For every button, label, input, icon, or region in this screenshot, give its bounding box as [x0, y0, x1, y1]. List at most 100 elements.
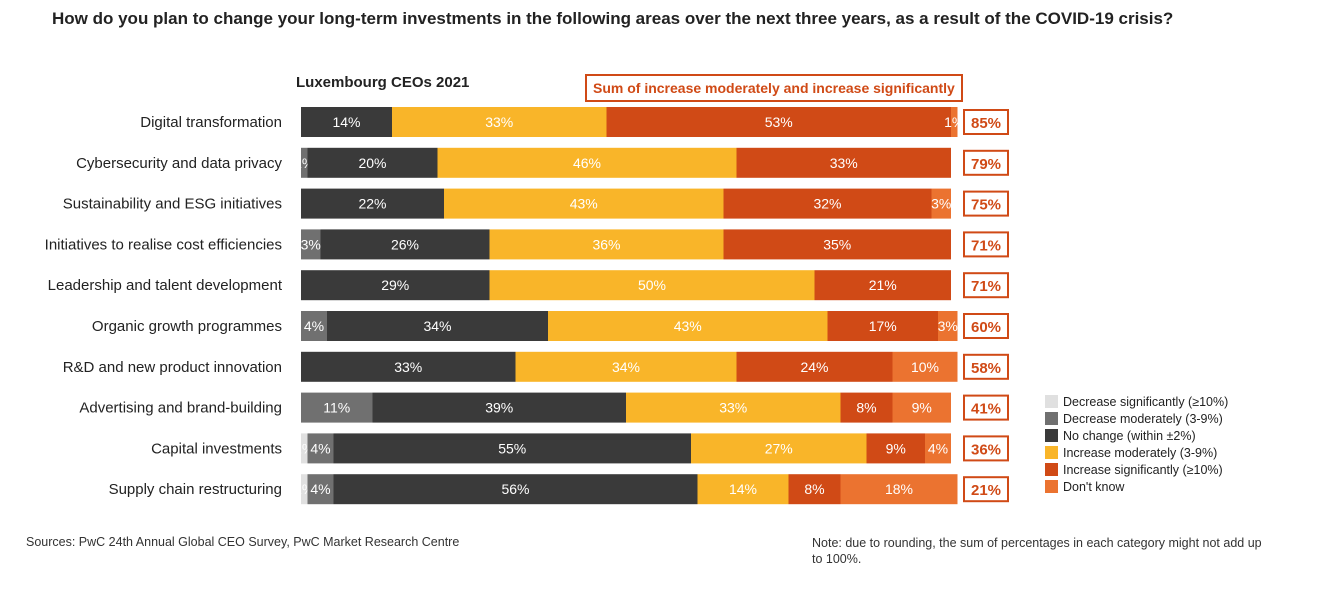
bar-segment [301, 433, 308, 464]
bar-value-label: 33% [830, 155, 858, 171]
bar-value-label: 35% [823, 236, 851, 252]
bar-value-label: 4% [928, 440, 948, 456]
sum-label: 71% [971, 278, 1001, 295]
legend-item: Don't know [1045, 478, 1228, 495]
category-label: Leadership and talent development [48, 277, 283, 294]
bar-segment [301, 392, 373, 423]
bar-segment [606, 107, 951, 137]
bar-segment [827, 311, 938, 341]
bar-segment [892, 351, 958, 382]
bar-value-label: 14% [729, 481, 757, 497]
bar-segment [307, 147, 438, 178]
bar-value-label: 33% [485, 114, 513, 130]
bar-segment [788, 474, 841, 505]
bar-value-label: 17% [869, 318, 897, 334]
sum-label: 60% [971, 319, 1001, 336]
legend-label: Don't know [1063, 479, 1125, 494]
sum-box [963, 109, 1009, 135]
sum-label: 21% [971, 482, 1001, 499]
bar-value-label: 10% [911, 359, 939, 375]
bar-value-label: 56% [501, 481, 529, 497]
bar-segment [691, 433, 867, 464]
sum-box [963, 394, 1009, 421]
bar-value-label: 4% [310, 481, 330, 497]
legend-item: Decrease significantly (≥10%) [1045, 393, 1228, 410]
bar-value-label: 33% [719, 400, 747, 416]
bar-segment [320, 229, 490, 260]
bar-segment [723, 188, 932, 219]
chart-title: How do you plan to change your long-term… [52, 9, 1174, 28]
bar-segment [301, 229, 321, 260]
legend-label: Decrease moderately (3-9%) [1063, 411, 1223, 426]
bar-value-label: 18% [885, 481, 913, 497]
bar-segment [840, 474, 958, 505]
bar-segment [931, 188, 951, 219]
bar-segment [951, 107, 958, 137]
bar-value-label: 3% [938, 318, 958, 334]
sum-label: 79% [971, 156, 1001, 173]
bar-value-label: 9% [886, 440, 906, 456]
sum-box [963, 313, 1009, 339]
legend-swatch [1045, 395, 1058, 408]
bar-value-label: 33% [394, 359, 422, 375]
bar-value-label: 55% [498, 440, 526, 456]
bar-segment [697, 474, 789, 505]
bar-value-label: 11% [323, 400, 350, 416]
bar-segment [723, 229, 951, 260]
bar-value-label: 9% [912, 400, 932, 416]
bar-value-label: 53% [765, 114, 793, 130]
sum-box [963, 190, 1009, 217]
legend-item: Decrease moderately (3-9%) [1045, 410, 1228, 427]
bar-value-label: 8% [856, 400, 876, 416]
bar-value-label: 4% [310, 440, 330, 456]
bar-segment [892, 392, 951, 423]
legend-swatch [1045, 463, 1058, 476]
sum-label: 41% [971, 401, 1001, 418]
sum-box [963, 149, 1009, 176]
bar-segment [736, 147, 951, 178]
bar-segment [938, 311, 958, 341]
bar-segment [392, 107, 607, 137]
bar-segment [301, 147, 308, 178]
sum-box [963, 476, 1009, 503]
legend-swatch [1045, 412, 1058, 425]
bar-value-label: 4% [304, 318, 324, 334]
sum-box [963, 231, 1009, 258]
bar-segment [925, 433, 951, 464]
bar-value-label: 8% [804, 481, 824, 497]
legend-label: Increase significantly (≥10%) [1063, 462, 1223, 477]
category-label: Cybersecurity and data privacy [76, 155, 282, 172]
sum-label: 58% [971, 360, 1001, 377]
bar-segment [444, 188, 724, 219]
bar-value-label: 24% [800, 359, 828, 375]
bar-segment [814, 270, 951, 301]
bar-segment [307, 474, 334, 505]
bar-segment [489, 229, 724, 260]
legend-swatch [1045, 429, 1058, 442]
bar-value-label: 3% [301, 236, 321, 252]
bar-value-label: 34% [423, 318, 451, 334]
category-label: Supply chain restructuring [109, 481, 282, 498]
legend-label: Decrease significantly (≥10%) [1063, 394, 1229, 409]
chart-legend: Decrease significantly (≥10%) Decrease mo… [1045, 393, 1228, 495]
bar-segment [626, 392, 841, 423]
bar-value-label: 34% [612, 359, 640, 375]
bar-segment [736, 351, 893, 382]
category-label: Organic growth programmes [92, 318, 282, 335]
category-label: Advertising and brand-building [79, 400, 282, 417]
legend-item: No change (within ±2%) [1045, 427, 1228, 444]
legend-swatch [1045, 446, 1058, 459]
bar-segment [327, 311, 548, 341]
bar-value-label: 36% [592, 236, 620, 252]
bar-segment [301, 311, 327, 341]
bar-value-label: 1% [944, 114, 964, 130]
bar-value-label: 3% [931, 196, 951, 212]
bar-value-label: 22% [358, 196, 386, 212]
sum-box [963, 353, 1009, 380]
bar-value-label: 14% [332, 114, 360, 130]
legend-item: Increase moderately (3-9%) [1045, 444, 1228, 461]
bar-value-label: 29% [381, 277, 409, 293]
bar-segment [301, 270, 490, 301]
bar-segment [840, 392, 893, 423]
legend-swatch [1045, 480, 1058, 493]
